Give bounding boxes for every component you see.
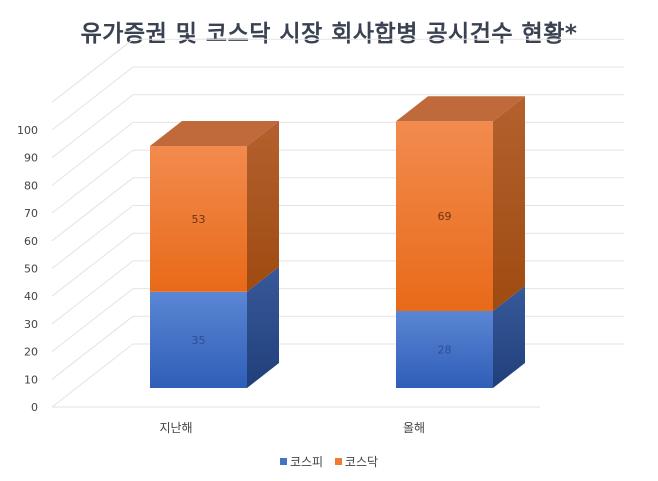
bar-segment-코스피 xyxy=(396,311,493,388)
y-axis: 0 10 20 30 40 50 60 70 80 90 100 xyxy=(17,124,38,414)
bars: 35 53 28 69 xyxy=(150,96,525,388)
y-tick-label: 60 xyxy=(24,235,38,248)
legend-swatch-kospi xyxy=(279,458,287,465)
bar-segment-side xyxy=(493,286,525,388)
y-tick-label: 100 xyxy=(17,124,38,137)
bar-지난해: 35 53 xyxy=(150,121,279,388)
data-label: 53 xyxy=(192,213,206,226)
y-tick-label: 20 xyxy=(24,346,38,359)
legend-swatch-kosdaq xyxy=(334,458,342,465)
legend-label-kosdaq: 코스닥 xyxy=(344,455,379,469)
bar-top xyxy=(396,96,525,122)
y-tick-label: 10 xyxy=(24,373,38,386)
x-axis: 지난해 올해 xyxy=(159,421,425,435)
bar-segment-side xyxy=(247,121,279,292)
bar-segment-side xyxy=(247,266,279,388)
data-label: 35 xyxy=(192,334,206,347)
bar-segment-코스닥 xyxy=(396,121,493,311)
legend-label-kospi: 코스피 xyxy=(289,455,324,469)
bar-올해: 28 69 xyxy=(396,96,525,388)
y-tick-label: 80 xyxy=(24,179,38,192)
bar-segment-코스피 xyxy=(150,291,247,388)
data-label: 28 xyxy=(438,344,452,357)
x-tick-label: 올해 xyxy=(403,421,425,435)
y-tick-label: 70 xyxy=(24,207,38,220)
x-tick-label: 지난해 xyxy=(159,421,192,435)
gridlines xyxy=(51,38,624,408)
legend: 코스피 코스닥 xyxy=(0,453,658,470)
bar-segment-코스닥 xyxy=(150,146,247,292)
y-tick-label: 0 xyxy=(31,401,38,414)
bar-top xyxy=(150,121,279,146)
y-tick-label: 40 xyxy=(24,290,38,303)
bar-segment-side xyxy=(493,96,525,311)
chart-title: 유가증권 및 코스닥 시장 회사합병 공시건수 현황* xyxy=(80,21,578,47)
legend-item-kospi: 코스피 xyxy=(279,453,324,470)
data-label: 69 xyxy=(438,210,452,223)
y-tick-label: 90 xyxy=(24,152,38,165)
y-tick-label: 30 xyxy=(24,318,38,331)
legend-item-kosdaq: 코스닥 xyxy=(334,453,379,470)
y-tick-label: 50 xyxy=(24,263,38,276)
